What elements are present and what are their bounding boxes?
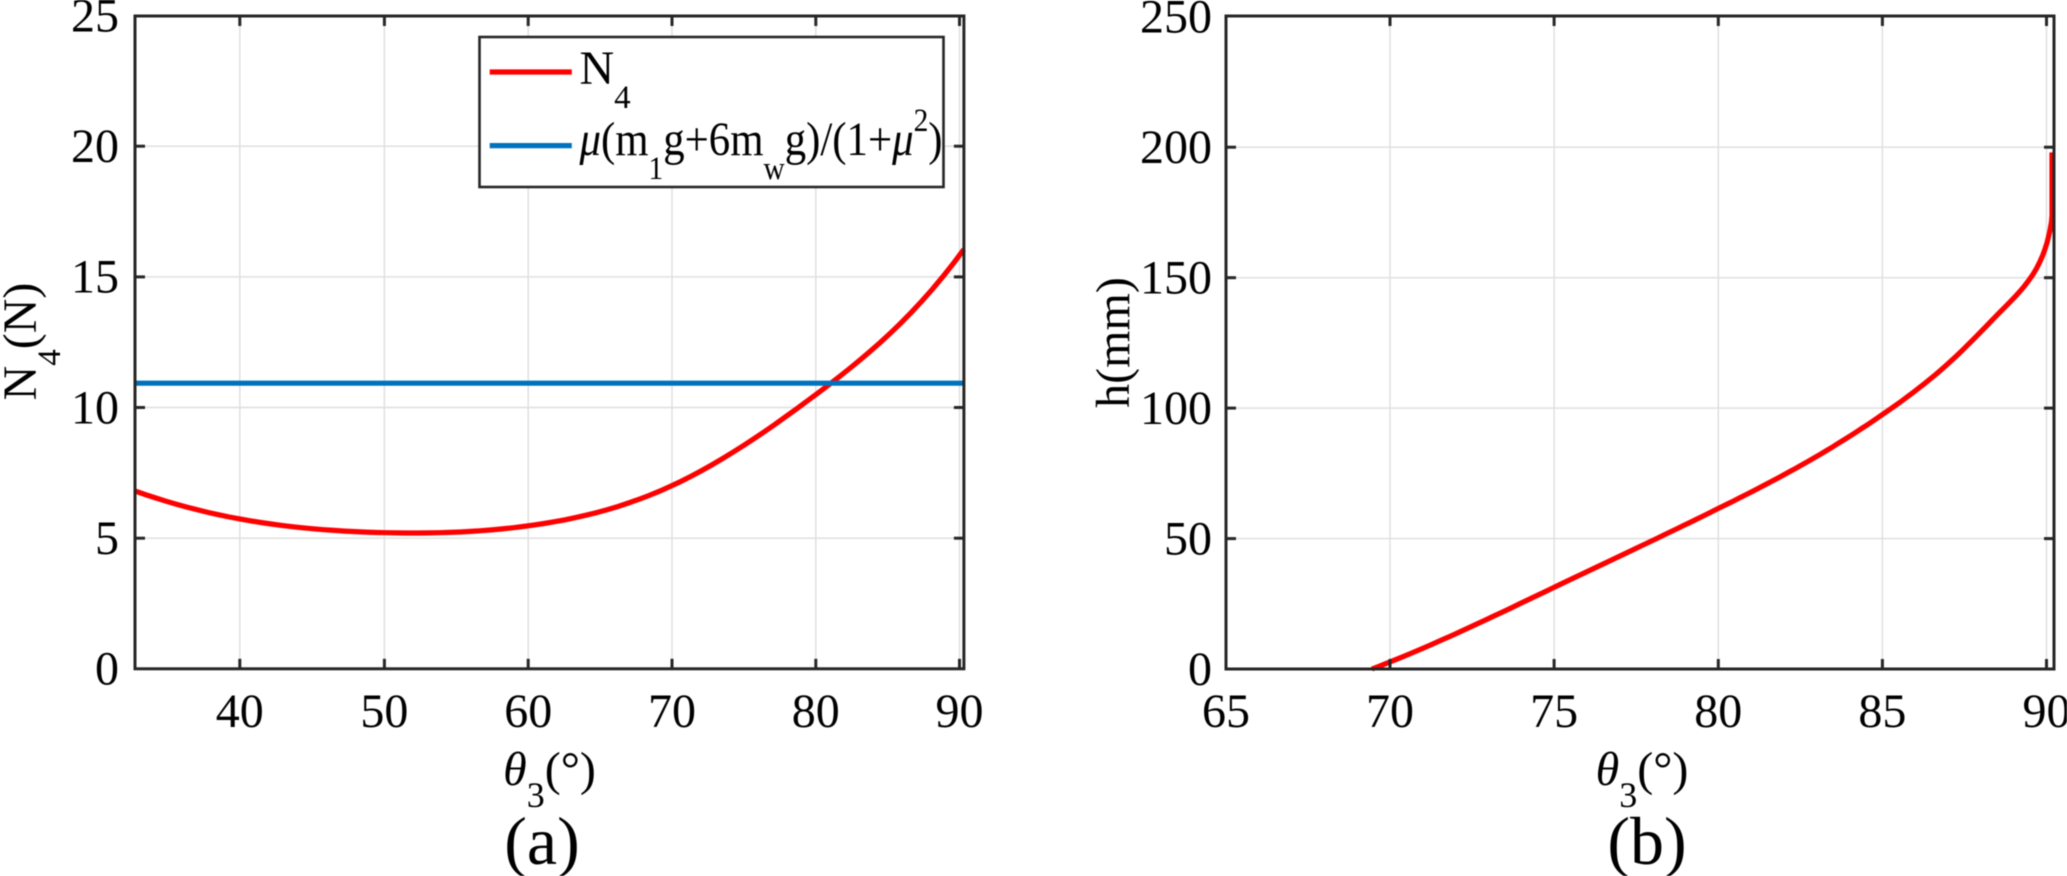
svg-text:85: 85 xyxy=(1858,685,1906,738)
svg-text:75: 75 xyxy=(1530,685,1578,738)
svg-text:θ3(°): θ3(°) xyxy=(1596,743,1689,815)
svg-text:40: 40 xyxy=(216,685,264,738)
svg-text:0: 0 xyxy=(95,643,119,696)
svg-text:(a): (a) xyxy=(504,803,579,876)
svg-text:90: 90 xyxy=(2023,685,2067,738)
svg-text:0: 0 xyxy=(1188,643,1212,696)
svg-text:60: 60 xyxy=(504,685,552,738)
svg-text:20: 20 xyxy=(71,120,119,173)
svg-text:250: 250 xyxy=(1140,0,1212,44)
svg-text:70: 70 xyxy=(648,685,696,738)
svg-text:90: 90 xyxy=(936,685,984,738)
svg-text:70: 70 xyxy=(1366,685,1414,738)
svg-text:65: 65 xyxy=(1202,685,1250,738)
svg-text:(b): (b) xyxy=(1607,803,1686,876)
svg-text:h(mm): h(mm) xyxy=(1087,277,1140,408)
svg-text:80: 80 xyxy=(792,685,840,738)
svg-text:100: 100 xyxy=(1140,382,1212,435)
svg-text:θ3(°): θ3(°) xyxy=(503,743,596,815)
svg-text:N4(N): N4(N) xyxy=(0,283,68,401)
svg-text:5: 5 xyxy=(95,512,119,565)
svg-text:25: 25 xyxy=(71,0,119,43)
svg-text:50: 50 xyxy=(1164,512,1212,565)
svg-text:80: 80 xyxy=(1694,685,1742,738)
svg-text:200: 200 xyxy=(1140,121,1212,174)
svg-text:50: 50 xyxy=(360,685,408,738)
svg-text:10: 10 xyxy=(71,381,119,434)
svg-text:15: 15 xyxy=(71,251,119,304)
svg-text:150: 150 xyxy=(1140,252,1212,305)
